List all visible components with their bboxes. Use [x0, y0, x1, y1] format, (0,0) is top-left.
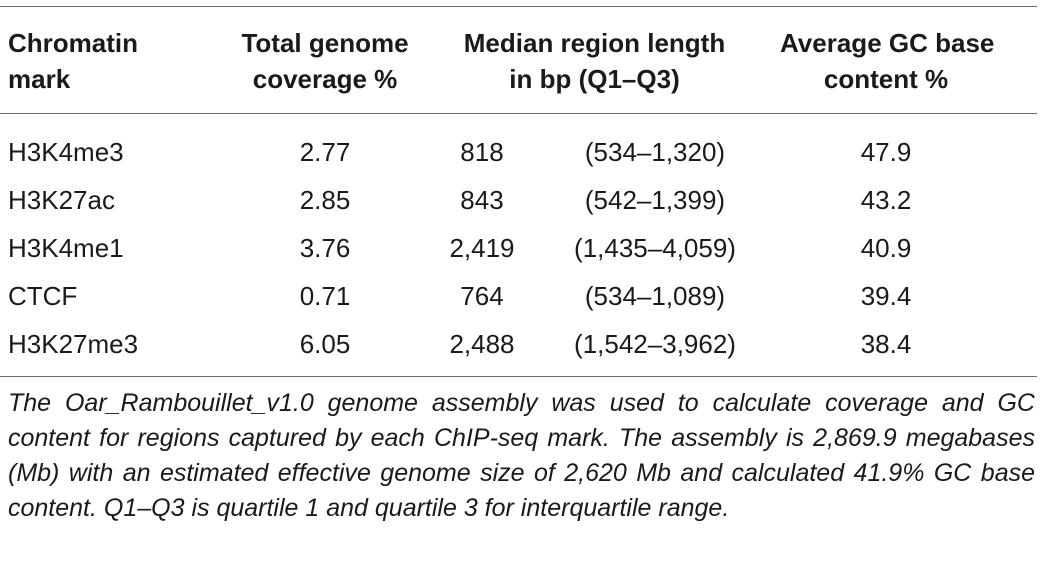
cell-iqr: (1,542–3,962) [574, 329, 736, 359]
header-total-coverage-line1: Total genome [241, 28, 409, 58]
cell-iqr: (542–1,399) [584, 185, 726, 215]
cell-iqr: (534–1,089) [584, 281, 726, 311]
table-row: H3K27ac 2.85 843 (542–1,399) 43.2 [0, 176, 1037, 224]
top-rule [0, 6, 1037, 7]
header-chromatin-mark: Chromatin mark [8, 25, 138, 97]
cell-gc: 47.9 [860, 137, 912, 167]
header-median-length: Median region length in bp (Q1–Q3) [442, 25, 747, 97]
header-chromatin-mark-line2: mark [8, 64, 71, 94]
header-median-length-line2: in bp (Q1–Q3) [509, 64, 680, 94]
table-row: H3K4me1 3.76 2,419 (1,435–4,059) 40.9 [0, 224, 1037, 272]
table-row: H3K27me3 6.05 2,488 (1,542–3,962) 38.4 [0, 320, 1037, 368]
cell-gc: 40.9 [860, 233, 912, 263]
header-chromatin-mark-line1: Chromatin [8, 28, 138, 58]
cell-mark: H3K4me3 [8, 137, 124, 167]
cell-median: 818 [460, 137, 504, 167]
header-rule [0, 113, 1037, 114]
cell-gc: 38.4 [860, 329, 912, 359]
cell-gc: 43.2 [860, 185, 912, 215]
cell-mark: H3K27me3 [8, 329, 139, 359]
header-total-coverage-line2: coverage % [252, 64, 398, 94]
cell-coverage: 2.77 [299, 137, 351, 167]
header-average-gc: Average GC base content % [780, 25, 995, 97]
table-row: CTCF 0.71 764 (534–1,089) 39.4 [0, 272, 1037, 320]
bottom-rule [0, 376, 1037, 377]
table-footnote: The Oar_Rambouillet_v1.0 genome assembly… [8, 389, 1035, 522]
cell-mark: H3K4me1 [8, 233, 124, 263]
header-median-length-line1: Median region length [463, 28, 726, 58]
cell-median: 2,488 [449, 329, 515, 359]
cell-gc: 39.4 [860, 281, 912, 311]
header-average-gc-line1: Average GC base [780, 28, 995, 58]
cell-median: 2,419 [449, 233, 515, 263]
header-total-coverage: Total genome coverage % [225, 25, 425, 97]
cell-iqr: (1,435–4,059) [574, 233, 736, 263]
cell-median: 843 [460, 185, 504, 215]
cell-median: 764 [460, 281, 504, 311]
cell-coverage: 2.85 [299, 185, 351, 215]
cell-mark: CTCF [8, 281, 78, 311]
cell-coverage: 3.76 [299, 233, 351, 263]
cell-mark: H3K27ac [8, 185, 115, 215]
cell-coverage: 6.05 [299, 329, 351, 359]
cell-coverage: 0.71 [299, 281, 351, 311]
header-average-gc-line2: content % [823, 64, 949, 94]
cell-iqr: (534–1,320) [584, 137, 726, 167]
table-row: H3K4me3 2.77 818 (534–1,320) 47.9 [0, 128, 1037, 176]
